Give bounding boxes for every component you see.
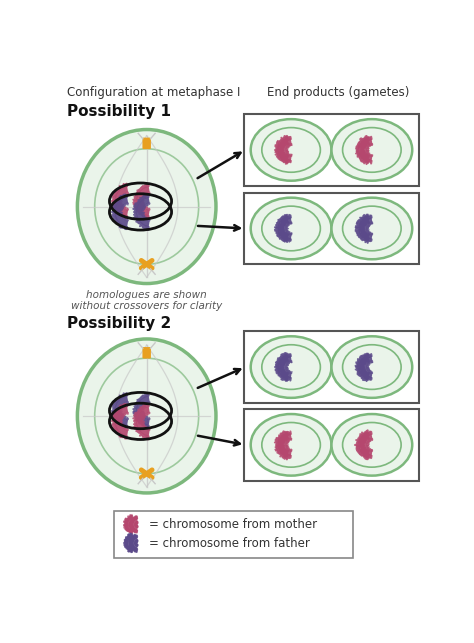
Bar: [244, 114, 419, 186]
Polygon shape: [136, 186, 150, 216]
Polygon shape: [358, 217, 369, 240]
Polygon shape: [115, 395, 128, 426]
Polygon shape: [363, 434, 373, 456]
Ellipse shape: [251, 336, 331, 398]
Polygon shape: [132, 518, 137, 530]
FancyBboxPatch shape: [143, 138, 151, 149]
Polygon shape: [278, 433, 288, 457]
Polygon shape: [363, 139, 373, 161]
Bar: [114, 511, 353, 558]
Polygon shape: [115, 406, 128, 437]
Polygon shape: [115, 186, 128, 216]
Polygon shape: [115, 197, 128, 227]
Ellipse shape: [77, 339, 216, 493]
Polygon shape: [358, 433, 369, 457]
Ellipse shape: [331, 414, 412, 476]
Polygon shape: [282, 139, 292, 161]
Polygon shape: [282, 217, 292, 239]
Polygon shape: [363, 217, 373, 239]
Text: = chromosome from father: = chromosome from father: [149, 536, 310, 550]
Polygon shape: [278, 217, 288, 240]
FancyBboxPatch shape: [143, 347, 151, 359]
Bar: [244, 331, 419, 403]
Text: Possibility 2: Possibility 2: [66, 316, 171, 331]
Polygon shape: [363, 356, 373, 378]
Polygon shape: [282, 356, 292, 378]
Polygon shape: [127, 536, 133, 550]
Ellipse shape: [77, 129, 216, 284]
Ellipse shape: [331, 119, 412, 181]
Polygon shape: [136, 406, 150, 437]
Polygon shape: [136, 395, 150, 426]
Polygon shape: [127, 518, 133, 531]
Text: homologues are shown
without crossovers for clarity: homologues are shown without crossovers …: [71, 290, 222, 311]
Ellipse shape: [331, 336, 412, 398]
Text: End products (gametes): End products (gametes): [267, 86, 409, 100]
Polygon shape: [358, 138, 369, 161]
Polygon shape: [358, 356, 369, 379]
Polygon shape: [132, 537, 137, 549]
Polygon shape: [282, 434, 292, 456]
Text: Possibility 1: Possibility 1: [66, 104, 171, 119]
Polygon shape: [278, 138, 288, 161]
Text: = chromosome from mother: = chromosome from mother: [149, 518, 317, 531]
Text: Configuration at metaphase I: Configuration at metaphase I: [66, 86, 240, 100]
Bar: [244, 193, 419, 264]
Ellipse shape: [251, 414, 331, 476]
Bar: [244, 409, 419, 480]
Ellipse shape: [251, 197, 331, 259]
Polygon shape: [136, 197, 150, 227]
Polygon shape: [278, 356, 288, 379]
Ellipse shape: [331, 197, 412, 259]
Ellipse shape: [251, 119, 331, 181]
